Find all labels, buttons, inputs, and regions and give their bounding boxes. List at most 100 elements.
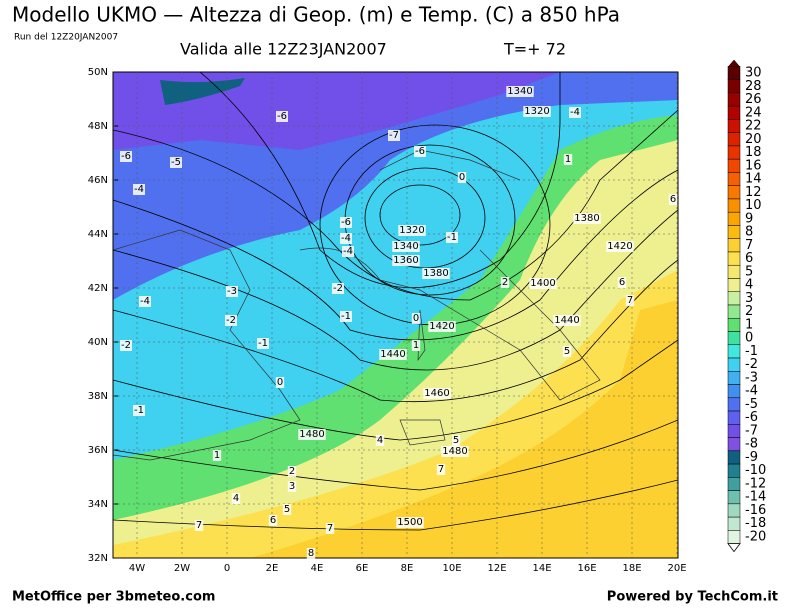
colorbar-label: -20 bbox=[745, 530, 766, 545]
contour-label-bg bbox=[325, 523, 335, 534]
contour-label-bg bbox=[375, 435, 385, 446]
contour-label-bg bbox=[451, 435, 461, 446]
contour-label: -1 bbox=[341, 311, 351, 322]
contour-label: 5 bbox=[284, 504, 290, 515]
contour-label: 1480 bbox=[442, 446, 467, 457]
colorbar-label: -12 bbox=[745, 476, 766, 491]
contour-label: 4 bbox=[233, 493, 239, 504]
contour-label-bg bbox=[133, 184, 145, 195]
lon-label: 18E bbox=[622, 563, 641, 574]
contour-label-bg bbox=[226, 286, 238, 297]
contour-label-bg bbox=[268, 515, 278, 526]
contour-label-bg bbox=[457, 172, 467, 183]
colorbar-box bbox=[727, 225, 741, 239]
contour-label: 1500 bbox=[397, 517, 422, 528]
contour-label: 1320 bbox=[524, 106, 549, 117]
colorbar-box bbox=[727, 132, 741, 147]
footer-right: Powered by TechCom.it bbox=[607, 590, 778, 605]
colorbar-label: 6 bbox=[745, 251, 753, 266]
lat-label: 32N bbox=[88, 553, 108, 564]
contour-label: 1380 bbox=[423, 268, 448, 279]
contour-label-bg bbox=[500, 277, 510, 288]
contour-label: 1440 bbox=[380, 349, 405, 360]
contour-label-bg bbox=[170, 157, 182, 168]
contour-label-bg bbox=[428, 321, 456, 332]
colorbar-label: 14 bbox=[745, 172, 762, 187]
contour-label: 7 bbox=[327, 523, 333, 534]
lat-label: 38N bbox=[88, 391, 108, 402]
lat-label: 48N bbox=[88, 121, 108, 132]
field-hot bbox=[250, 300, 678, 558]
contour-label: 1340 bbox=[507, 86, 532, 97]
contour-label: 1420 bbox=[429, 321, 454, 332]
colorbar-label: 26 bbox=[745, 92, 762, 107]
contour-label-bg bbox=[275, 377, 285, 388]
colorbar-label: 16 bbox=[745, 158, 762, 173]
contour-label: 1400 bbox=[530, 278, 555, 289]
colorbar-label: -10 bbox=[745, 463, 766, 478]
contour-label: 1340 bbox=[393, 241, 418, 252]
contour-label-bg bbox=[569, 107, 581, 118]
lon-label: 12E bbox=[487, 563, 506, 574]
contour-label: 6 bbox=[270, 515, 276, 526]
contour-label: -1 bbox=[447, 232, 457, 243]
colorbar-box bbox=[727, 145, 741, 160]
colorbar-box bbox=[727, 530, 741, 544]
contour-label-bg bbox=[287, 466, 297, 477]
contour-label-bg bbox=[340, 233, 352, 244]
colorbar-box bbox=[727, 503, 741, 518]
lon-label: 20E bbox=[667, 563, 686, 574]
contour-label-bg bbox=[332, 283, 344, 294]
contour-label: -6 bbox=[277, 111, 287, 122]
contour-label: 1 bbox=[413, 340, 419, 351]
lon-label: 0 bbox=[224, 563, 230, 574]
contour-label-bg bbox=[340, 311, 352, 322]
colorbar-box bbox=[727, 251, 741, 266]
colorbar-label: -3 bbox=[745, 370, 758, 385]
colorbar-top bbox=[727, 59, 741, 68]
colorbar-label: -14 bbox=[745, 490, 766, 505]
contour-label-bg bbox=[298, 429, 326, 440]
contour-label: -2 bbox=[226, 315, 236, 326]
colorbar-box bbox=[727, 331, 741, 346]
contour-label-bg bbox=[617, 277, 627, 288]
colorbar-box bbox=[727, 463, 741, 478]
contour-label: 0 bbox=[277, 377, 283, 388]
contour-label-bg bbox=[606, 241, 634, 252]
contour-label: 1440 bbox=[554, 315, 579, 326]
colorbar-box bbox=[727, 158, 741, 173]
contour-label-bg bbox=[446, 232, 458, 243]
contour-label: 2 bbox=[289, 466, 295, 477]
contour-label: -4 bbox=[134, 184, 144, 195]
contour-label-bg bbox=[379, 349, 407, 360]
field bbox=[113, 72, 678, 558]
colorbar-box bbox=[727, 490, 741, 505]
contour-label-bg bbox=[120, 151, 132, 162]
colorbar-label: 5 bbox=[745, 264, 753, 279]
field-coldest bbox=[160, 78, 245, 105]
contour-label: 0 bbox=[459, 172, 465, 183]
contour-label-bg bbox=[398, 225, 426, 236]
colorbar-label: 22 bbox=[745, 119, 762, 134]
contour-label: 7 bbox=[438, 464, 444, 475]
contour-label: 3 bbox=[289, 481, 295, 492]
colorbar-label: 20 bbox=[745, 132, 762, 147]
contour-label-bg bbox=[120, 340, 132, 351]
contour-label-bg bbox=[563, 154, 573, 165]
lon-label: 8E bbox=[401, 563, 414, 574]
contour-label: 1 bbox=[214, 450, 220, 461]
colorbar-box bbox=[727, 119, 741, 133]
colorbar-box bbox=[727, 357, 741, 372]
colorbar-box bbox=[727, 79, 741, 94]
lat-label: 50N bbox=[88, 67, 108, 78]
colorbar-box bbox=[727, 516, 741, 531]
contour-label: -1 bbox=[134, 405, 144, 416]
footer-left: MetOffice per 3bmeteo.com bbox=[12, 590, 215, 605]
colorbar-box bbox=[727, 397, 741, 412]
title: Modello UKMO — Altezza di Geop. (m) e Te… bbox=[12, 3, 620, 27]
contour-label: -6 bbox=[341, 217, 351, 228]
contour-label: 5 bbox=[453, 435, 459, 446]
valid-time: Valida alle 12Z23JAN2007 bbox=[180, 40, 387, 59]
lat-label: 36N bbox=[88, 445, 108, 456]
contour-label-bg bbox=[441, 446, 469, 457]
